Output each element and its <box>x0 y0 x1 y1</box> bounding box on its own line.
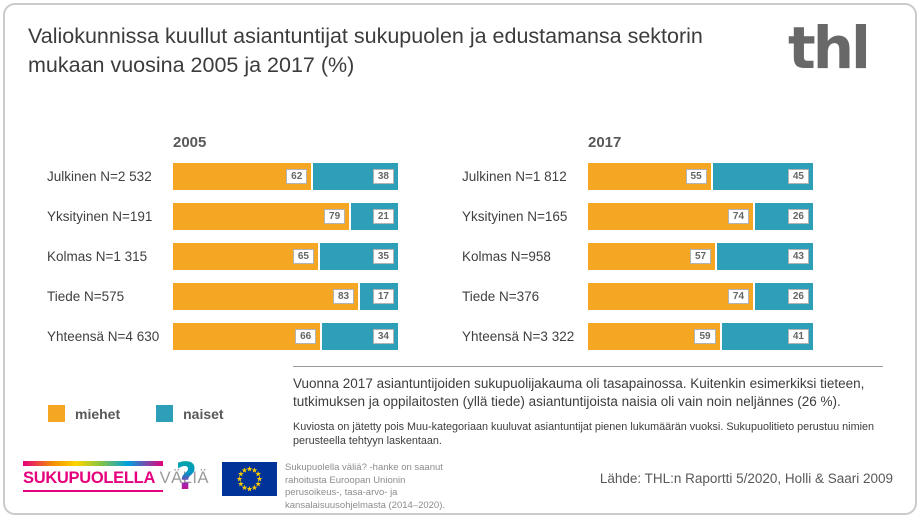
bar-segment-naiset: 35 <box>319 243 398 270</box>
bar-segment-miehet: 59 <box>588 323 720 350</box>
chart-group-2017: 2017 Julkinen N=1 812 55 45 Yksityinen N=16… <box>462 134 817 363</box>
bar-segment-miehet: 65 <box>173 243 318 270</box>
value-label: 38 <box>372 169 394 184</box>
bar-segment-miehet: 57 <box>588 243 716 270</box>
pink-underline <box>23 489 163 492</box>
bar-segment-miehet: 79 <box>173 203 350 230</box>
legend-swatch-naiset <box>156 405 174 422</box>
question-mark-icon: ? <box>175 455 197 498</box>
chart-group-title: 2017 <box>588 134 622 151</box>
bar-segment-miehet: 74 <box>588 283 754 310</box>
value-label: 57 <box>689 249 712 264</box>
rainbow-bar <box>23 461 163 466</box>
chart-rows: Julkinen N=1 812 55 45 Yksityinen N=165 74 26… <box>462 163 817 350</box>
stacked-bar: 62 38 <box>173 163 398 190</box>
category-label: Yksityinen N=191 <box>47 209 153 224</box>
bar-segment-naiset: 34 <box>322 323 398 350</box>
stacked-bar: 59 41 <box>588 323 813 350</box>
chart-row: Yksityinen N=191 79 21 <box>47 203 402 230</box>
divider-line <box>293 366 883 367</box>
note-paragraph-small: Kuviosta on jätetty pois Muu-kategoriaan… <box>293 421 874 448</box>
category-label: Julkinen N=2 532 <box>47 169 152 184</box>
chart-row: Kolmas N=1 315 65 35 <box>47 243 402 270</box>
category-label: Tiede N=575 <box>47 289 125 304</box>
bar-segment-miehet: 55 <box>588 163 711 190</box>
thl-logo: thl <box>788 14 871 82</box>
legend-swatch-miehet <box>48 405 65 422</box>
value-label: 74 <box>727 209 750 224</box>
chart-row: Julkinen N=1 812 55 45 <box>462 163 817 190</box>
value-label: 66 <box>295 329 317 344</box>
bar-segment-naiset: 38 <box>313 163 398 190</box>
value-label: 62 <box>286 169 308 184</box>
value-label: 83 <box>332 289 355 304</box>
chart-group-title: 2005 <box>173 134 207 151</box>
chart-row: Kolmas N=958 57 43 <box>462 243 817 270</box>
category-label: Tiede N=376 <box>462 289 540 304</box>
note-paragraph-main: Vuonna 2017 asiantuntijoiden sukupuolija… <box>293 376 865 409</box>
category-label: Yhteensä N=4 630 <box>47 329 160 344</box>
stacked-bar: 83 17 <box>173 283 398 310</box>
value-label: 17 <box>372 289 394 304</box>
bar-segment-miehet: 66 <box>173 323 321 350</box>
category-label: Kolmas N=958 <box>462 249 551 264</box>
sukupuolella-valia-logo: SUKUPUOLELLA VÄLIÄ ? <box>23 455 208 498</box>
stacked-bar: 57 43 <box>588 243 813 270</box>
chart-row: Yksityinen N=165 74 26 <box>462 203 817 230</box>
page-title: Valiokunnissa kuullut asiantuntijat suku… <box>28 24 703 77</box>
chart-rows: Julkinen N=2 532 62 38 Yksityinen N=191 79 21… <box>47 163 402 350</box>
eu-flag-icon <box>222 462 277 496</box>
value-label: 41 <box>787 329 809 344</box>
bar-segment-naiset: 41 <box>721 323 813 350</box>
legend: miehet naiset <box>48 405 260 422</box>
stacked-bar: 74 26 <box>588 283 813 310</box>
chart-row: Yhteensä N=4 630 66 34 <box>47 323 402 350</box>
stacked-bar: 74 26 <box>588 203 813 230</box>
category-label: Yksityinen N=165 <box>462 209 568 224</box>
category-label: Kolmas N=1 315 <box>47 249 148 264</box>
stacked-bar: 65 35 <box>173 243 398 270</box>
chart-group-2005: 2005 Julkinen N=2 532 62 38 Yksityinen N=19… <box>47 134 402 363</box>
bar-segment-miehet: 83 <box>173 283 359 310</box>
stacked-bar: 66 34 <box>173 323 398 350</box>
value-label: 35 <box>372 249 394 264</box>
eu-funding-text: Sukupuolella väliä? -hanke on saanut rah… <box>285 462 446 511</box>
chart-row: Tiede N=575 83 17 <box>47 283 402 310</box>
value-label: 79 <box>324 209 346 224</box>
value-label: 21 <box>372 209 394 224</box>
value-label: 26 <box>787 209 809 224</box>
legend-label-naiset: naiset <box>183 405 224 422</box>
value-label: 34 <box>372 329 394 344</box>
legend-label-miehet: miehet <box>75 405 121 422</box>
bar-segment-naiset: 21 <box>351 203 398 230</box>
value-label: 45 <box>787 169 809 184</box>
project-logo-text: SUKUPUOLELLA VÄLIÄ <box>23 468 208 487</box>
chart-row: Yhteensä N=3 322 59 41 <box>462 323 817 350</box>
source-citation: Lähde: THL:n Raportti 5/2020, Holli & Sa… <box>599 471 893 486</box>
bar-segment-naiset: 17 <box>360 283 398 310</box>
bar-segment-miehet: 74 <box>588 203 754 230</box>
value-label: 59 <box>694 329 716 344</box>
stacked-bar: 55 45 <box>588 163 813 190</box>
category-label: Julkinen N=1 812 <box>462 169 567 184</box>
value-label: 65 <box>292 249 314 264</box>
bar-segment-naiset: 26 <box>755 203 813 230</box>
chart-row: Tiede N=376 74 26 <box>462 283 817 310</box>
stacked-bar: 79 21 <box>173 203 398 230</box>
value-label: 55 <box>685 169 707 184</box>
category-label: Yhteensä N=3 322 <box>462 329 575 344</box>
value-label: 74 <box>727 289 750 304</box>
value-label: 26 <box>787 289 809 304</box>
bar-segment-naiset: 45 <box>712 163 813 190</box>
bar-segment-naiset: 43 <box>717 243 813 270</box>
chart-row: Julkinen N=2 532 62 38 <box>47 163 402 190</box>
bar-segment-naiset: 26 <box>755 283 813 310</box>
bar-segment-miehet: 62 <box>173 163 312 190</box>
value-label: 43 <box>787 249 809 264</box>
